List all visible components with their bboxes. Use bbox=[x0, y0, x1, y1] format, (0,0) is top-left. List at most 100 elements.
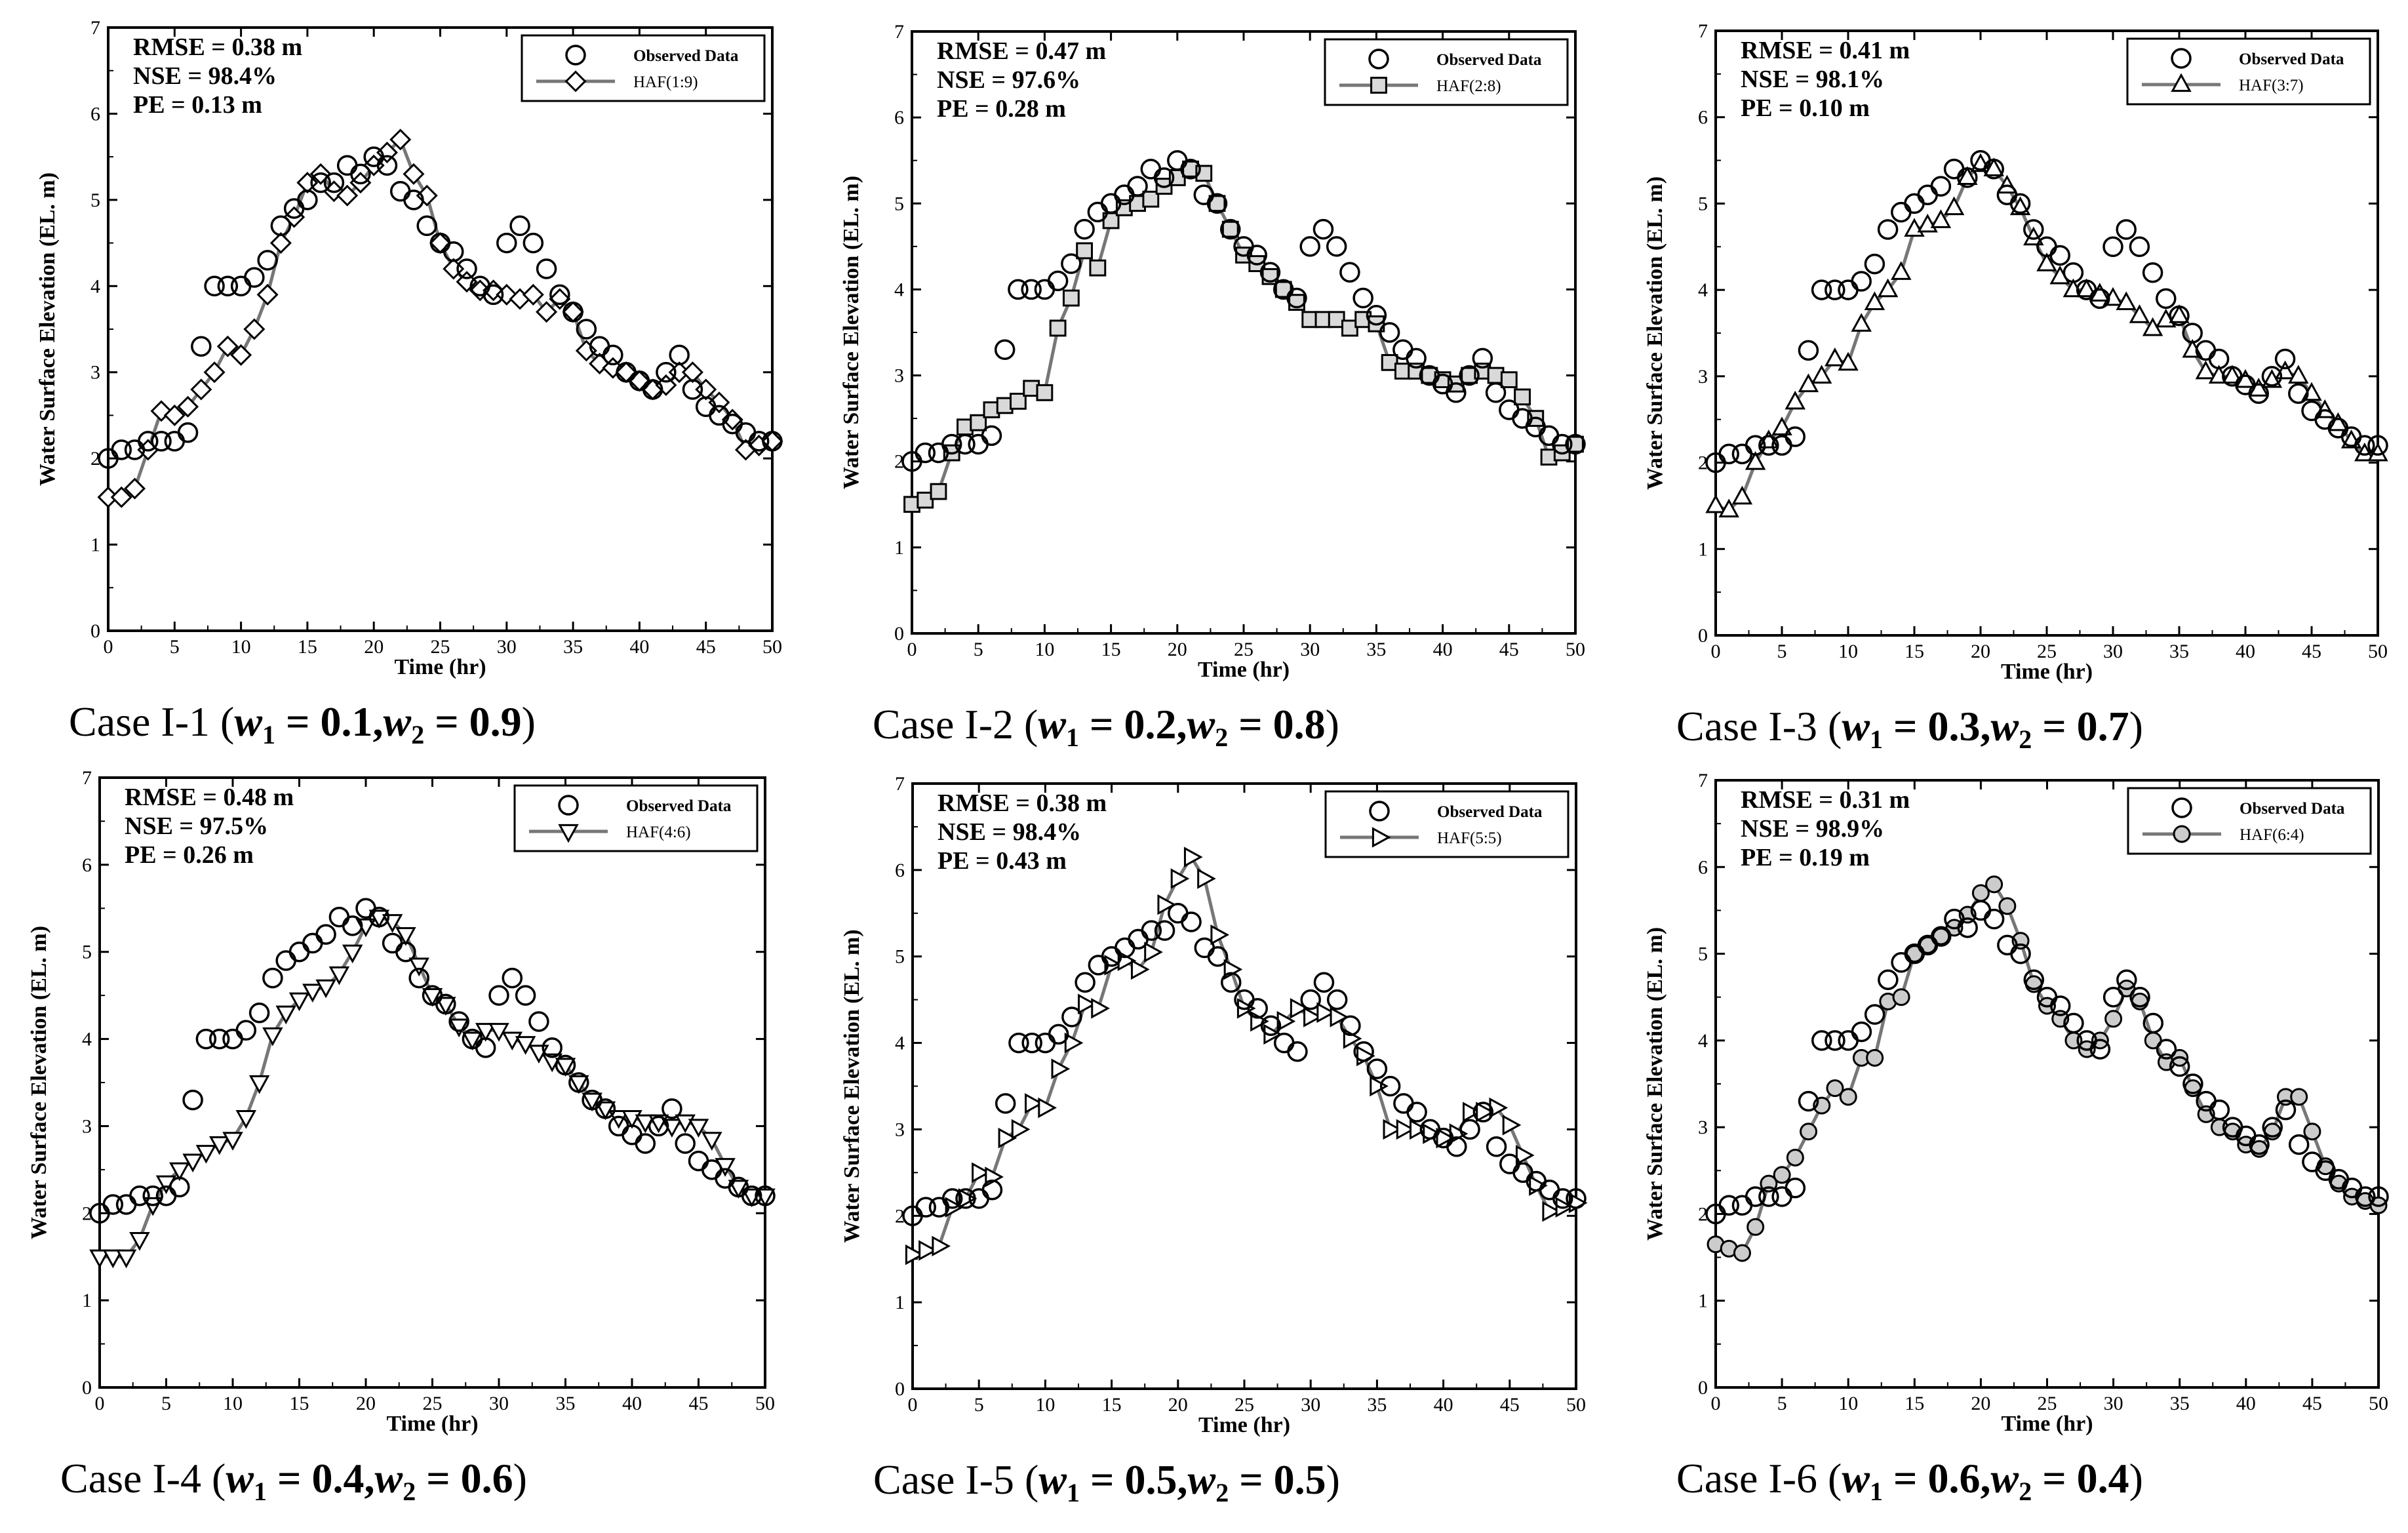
x-tick-label: 25 bbox=[431, 636, 450, 658]
observed-point bbox=[342, 915, 363, 936]
observed-point bbox=[2288, 383, 2309, 404]
observed-point bbox=[1406, 348, 1427, 369]
x-tick-label: 15 bbox=[1905, 1393, 1924, 1414]
y-tick-label: 7 bbox=[90, 17, 100, 39]
y-tick-label: 1 bbox=[1698, 1290, 1708, 1312]
caption-suffix: ) bbox=[513, 1455, 527, 1502]
legend-model-marker bbox=[564, 70, 587, 92]
x-tick-label: 30 bbox=[2103, 641, 2123, 662]
model-point bbox=[1290, 998, 1309, 1019]
model-point bbox=[996, 397, 1014, 414]
caption-v2: = 0.4 bbox=[2032, 1455, 2129, 1502]
observed-point bbox=[1878, 969, 1899, 991]
x-axis-label: Time (hr) bbox=[394, 655, 486, 679]
x-tick-label: 30 bbox=[2104, 1393, 2123, 1414]
model-point bbox=[1208, 195, 1226, 212]
observed-point bbox=[2116, 219, 2137, 240]
observed-point bbox=[1154, 920, 1175, 941]
observed-point bbox=[2169, 1056, 2190, 1077]
y-tick-label: 4 bbox=[1698, 279, 1708, 301]
x-tick-label: 10 bbox=[223, 1393, 243, 1414]
plot-frame bbox=[107, 26, 774, 632]
observed-point bbox=[1300, 989, 1321, 1010]
model-point bbox=[269, 232, 292, 254]
legend-box bbox=[2127, 787, 2372, 855]
x-tick-label: 45 bbox=[696, 636, 716, 658]
observed-point bbox=[563, 301, 583, 323]
caption-suffix: ) bbox=[1326, 701, 1339, 747]
observed-point bbox=[1326, 989, 1348, 1010]
model-point bbox=[243, 318, 266, 340]
y-axis-label: Water Surface Elevation (EL. m) bbox=[27, 926, 51, 1239]
observed-point bbox=[177, 422, 199, 443]
x-tick-label: 0 bbox=[908, 1394, 918, 1416]
model-point bbox=[1051, 1058, 1071, 1079]
caption-suffix: ) bbox=[2129, 703, 2143, 749]
y-tick-label: 1 bbox=[894, 537, 904, 559]
model-point bbox=[1025, 1093, 1044, 1114]
observed-point bbox=[2355, 1186, 2376, 1207]
observed-point bbox=[2248, 383, 2269, 404]
model-point bbox=[917, 491, 934, 509]
x-tick-label: 40 bbox=[629, 636, 649, 658]
y-tick-label: 7 bbox=[1698, 20, 1708, 42]
plot-frame bbox=[98, 776, 766, 1389]
model-point bbox=[1410, 1119, 1429, 1140]
observed-point bbox=[1957, 167, 1978, 188]
model-point bbox=[905, 1244, 924, 1265]
observed-point bbox=[488, 985, 509, 1006]
model-point bbox=[1985, 875, 2003, 894]
model-point bbox=[1183, 846, 1203, 867]
y-tick-label: 6 bbox=[1698, 856, 1708, 878]
x-tick-label: 35 bbox=[2169, 641, 2189, 662]
y-tick-label: 6 bbox=[82, 854, 92, 876]
observed-point bbox=[208, 1028, 230, 1050]
model-point bbox=[1838, 351, 1859, 371]
observed-point bbox=[1339, 262, 1360, 283]
observed-point bbox=[1446, 382, 1467, 403]
model-point bbox=[555, 1058, 576, 1077]
observed-point bbox=[323, 172, 345, 193]
stat-3: PE = 0.19 m bbox=[1741, 844, 1870, 871]
model-point bbox=[1210, 925, 1230, 946]
x-tick-label: 25 bbox=[1234, 639, 1253, 660]
model-point bbox=[408, 957, 429, 977]
observed-point bbox=[1021, 1032, 1042, 1054]
caption-v2: = 0.6 bbox=[416, 1455, 513, 1502]
model-point bbox=[1771, 416, 1792, 435]
observed-point bbox=[408, 967, 429, 989]
observed-point bbox=[2010, 943, 2031, 965]
model-point bbox=[288, 992, 310, 1012]
model-point bbox=[389, 129, 412, 151]
observed-point bbox=[483, 284, 504, 306]
model-point bbox=[435, 997, 456, 1016]
legend-model-label: HAF(1:9) bbox=[633, 73, 698, 91]
case-caption: Case I-4 (w1 = 0.4,w2 = 0.6) bbox=[60, 1455, 527, 1506]
model-point bbox=[1839, 1088, 1857, 1106]
model-point bbox=[1540, 448, 1558, 466]
observed-point bbox=[1718, 443, 1739, 465]
observed-point bbox=[1552, 433, 1573, 455]
legend-observed-label: Observed Data bbox=[633, 47, 739, 65]
model-point bbox=[462, 1031, 483, 1051]
observed-point bbox=[748, 431, 770, 452]
model-point bbox=[957, 418, 974, 436]
observed-point bbox=[1353, 1041, 1374, 1062]
y-tick-label: 5 bbox=[1698, 193, 1708, 214]
y-tick-label: 5 bbox=[1698, 944, 1708, 965]
legend-box bbox=[2126, 37, 2371, 106]
model-point bbox=[2290, 1088, 2308, 1106]
legend-observed-label: Observed Data bbox=[1436, 51, 1542, 69]
observed-point bbox=[955, 433, 976, 455]
stat-2: NSE = 98.4% bbox=[133, 62, 277, 90]
x-tick-label: 10 bbox=[1838, 641, 1858, 662]
model-point bbox=[2104, 1010, 2123, 1028]
observed-point bbox=[648, 1115, 669, 1137]
model-point bbox=[1078, 993, 1097, 1014]
observed-point bbox=[2274, 348, 2296, 370]
model-point bbox=[701, 1132, 722, 1151]
observed-point bbox=[2182, 323, 2203, 344]
model-point bbox=[1500, 371, 1518, 389]
observed-point bbox=[1299, 236, 1320, 257]
x-tick-label: 20 bbox=[1168, 1394, 1188, 1416]
